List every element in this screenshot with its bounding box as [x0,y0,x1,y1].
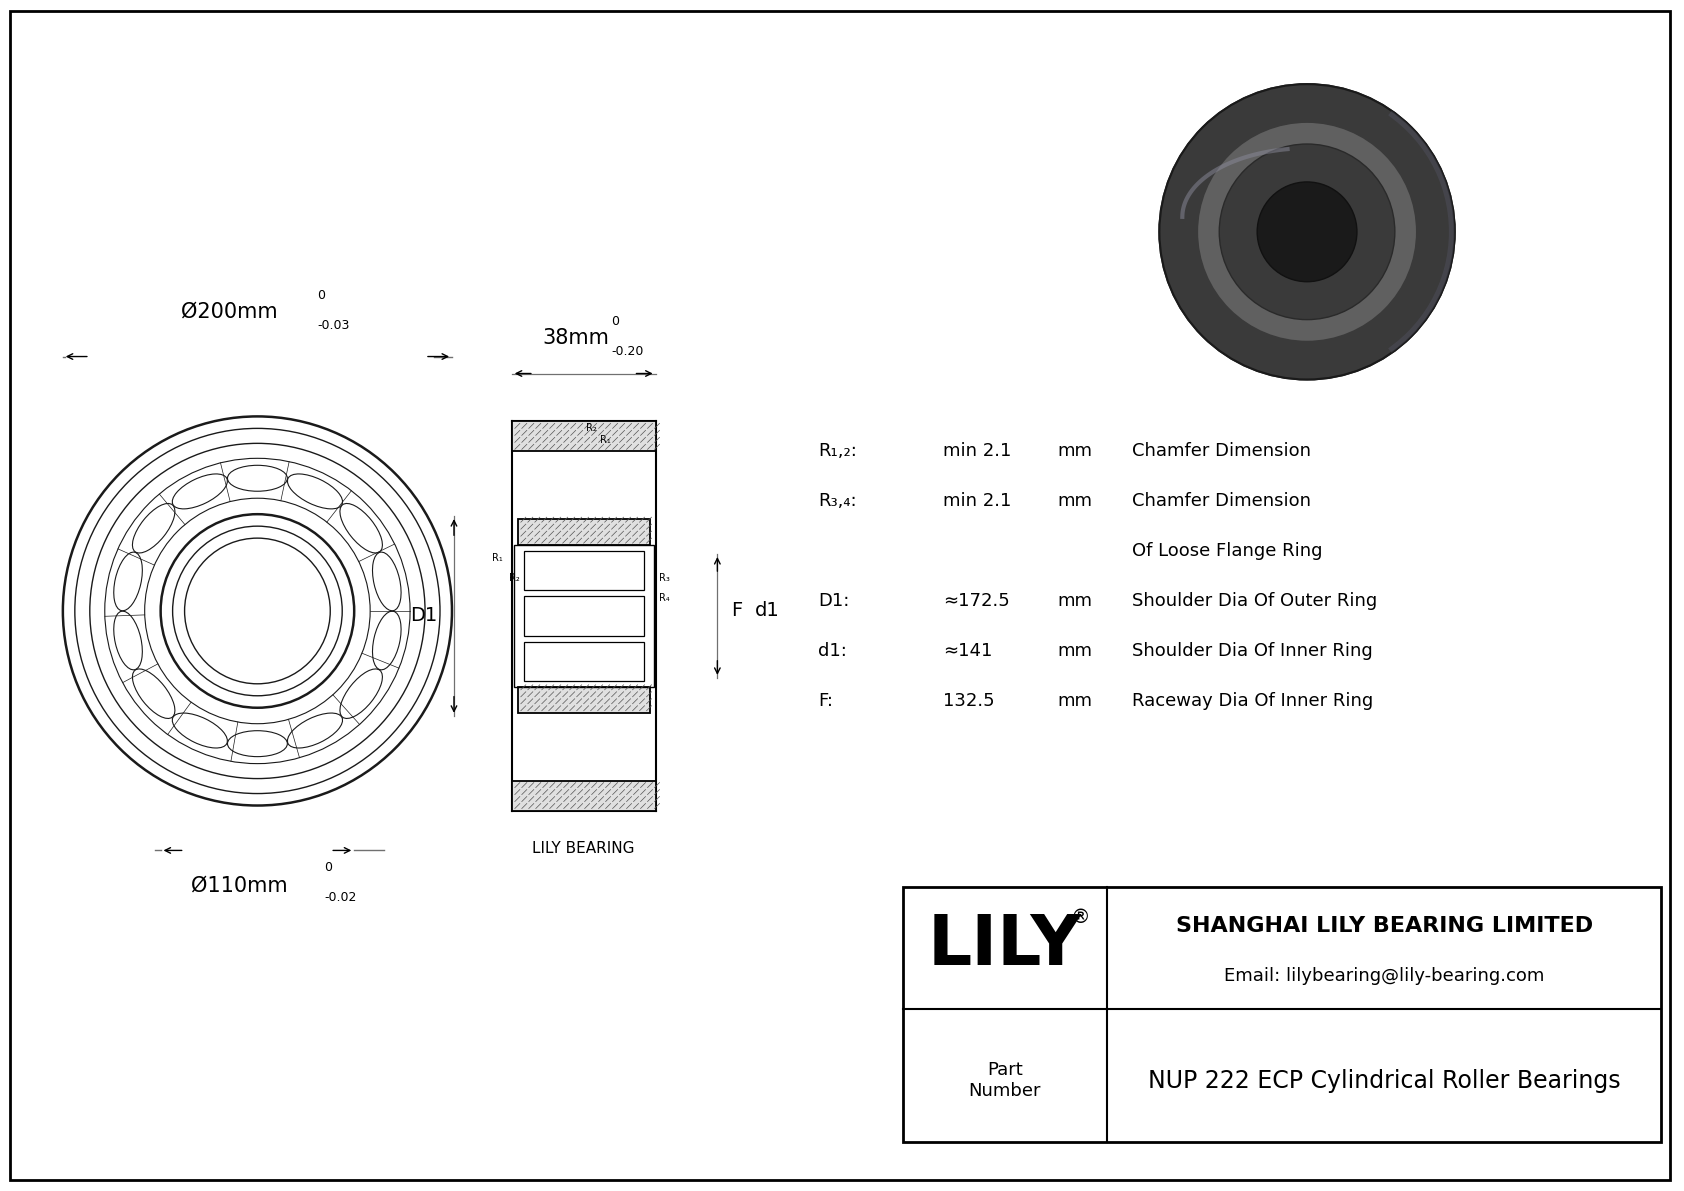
Text: R₄: R₄ [658,593,669,603]
Text: min 2.1: min 2.1 [943,442,1012,461]
Text: Email: lilybearing@lily-bearing.com: Email: lilybearing@lily-bearing.com [1224,967,1544,985]
Text: D1: D1 [411,606,438,625]
Text: mm: mm [1058,592,1093,610]
Text: mm: mm [1058,442,1093,461]
Text: LILY BEARING: LILY BEARING [532,841,635,856]
Circle shape [1159,85,1455,380]
Text: D1:: D1: [818,592,849,610]
Text: ≈141: ≈141 [943,642,992,660]
Text: d1:: d1: [818,642,847,660]
Text: -0.03: -0.03 [317,319,350,331]
Circle shape [1197,121,1416,342]
Circle shape [1258,182,1357,282]
Text: 0: 0 [611,314,620,328]
Bar [514,545,653,687]
Text: 132.5: 132.5 [943,692,995,710]
Circle shape [1159,85,1455,380]
Text: R₁: R₁ [600,436,610,445]
Text: ®: ® [1071,909,1090,928]
Text: 0: 0 [325,861,332,874]
Bar [903,887,1660,1142]
Text: F:: F: [818,692,834,710]
Text: mm: mm [1058,642,1093,660]
Text: ≈172.5: ≈172.5 [943,592,1010,610]
Text: R₁,₂:: R₁,₂: [818,442,857,461]
Bar [517,519,650,545]
Text: mm: mm [1058,492,1093,510]
Bar [524,551,643,591]
Text: F: F [731,601,743,621]
Text: R₂: R₂ [586,423,596,434]
Text: Shoulder Dia Of Outer Ring: Shoulder Dia Of Outer Ring [1132,592,1378,610]
Text: min 2.1: min 2.1 [943,492,1012,510]
Text: -0.20: -0.20 [611,344,643,357]
Text: Shoulder Dia Of Inner Ring: Shoulder Dia Of Inner Ring [1132,642,1372,660]
Text: NUP 222 ECP Cylindrical Roller Bearings: NUP 222 ECP Cylindrical Roller Bearings [1148,1068,1620,1092]
Text: R₃: R₃ [658,573,669,584]
Text: R₃,₄:: R₃,₄: [818,492,857,510]
Bar [512,780,655,811]
Text: -0.02: -0.02 [325,891,357,904]
Text: Of Loose Flange Ring: Of Loose Flange Ring [1132,542,1324,560]
Bar [517,687,650,712]
Text: Chamfer Dimension: Chamfer Dimension [1132,492,1312,510]
Text: d1: d1 [756,601,780,621]
Text: LILY: LILY [928,912,1081,979]
Text: 38mm: 38mm [542,328,610,348]
Bar [524,597,643,636]
Text: Part
Number: Part Number [968,1061,1041,1100]
Text: SHANGHAI LILY BEARING LIMITED: SHANGHAI LILY BEARING LIMITED [1175,916,1593,935]
Text: mm: mm [1058,692,1093,710]
Text: R₂: R₂ [509,573,520,584]
Text: 0: 0 [317,288,325,301]
Text: Ø200mm: Ø200mm [182,301,278,322]
Text: Chamfer Dimension: Chamfer Dimension [1132,442,1312,461]
Circle shape [1219,144,1394,319]
Bar [524,642,643,681]
Text: Ø110mm: Ø110mm [192,875,288,896]
Text: Raceway Dia Of Inner Ring: Raceway Dia Of Inner Ring [1132,692,1374,710]
Bar [512,422,655,451]
Text: R₁: R₁ [492,553,502,563]
